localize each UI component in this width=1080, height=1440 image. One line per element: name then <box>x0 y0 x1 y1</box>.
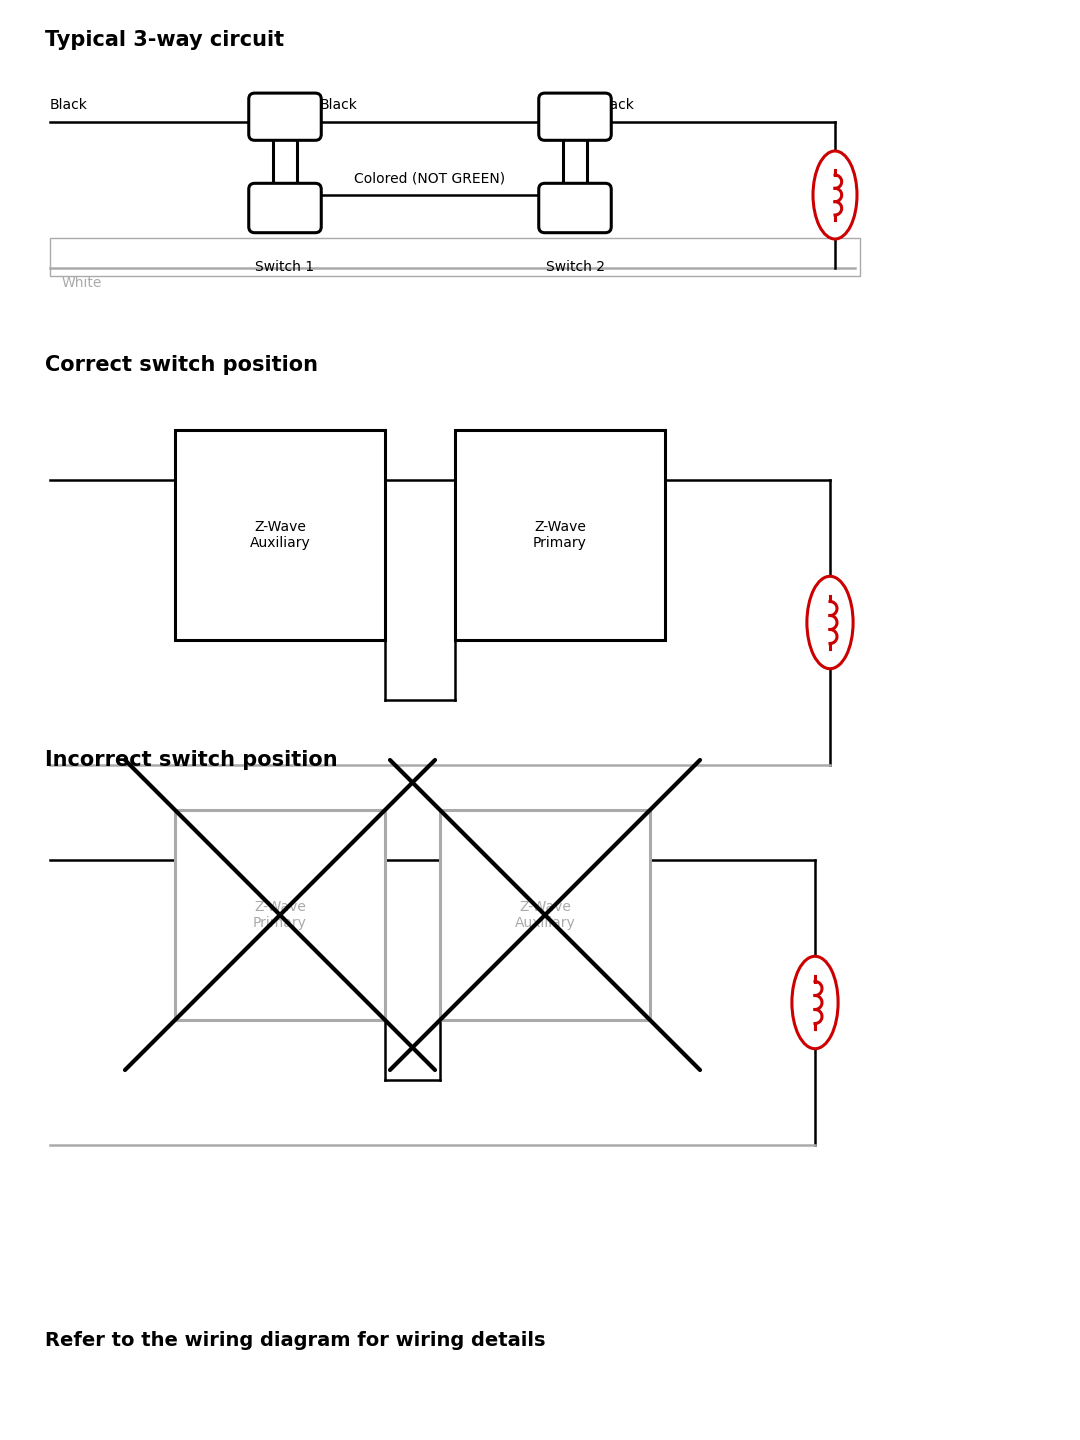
Bar <box>563 132 588 189</box>
Text: Z-Wave
Auxiliary: Z-Wave Auxiliary <box>249 520 310 550</box>
Text: Z-Wave
Primary: Z-Wave Primary <box>534 520 586 550</box>
Text: Black: Black <box>597 98 635 112</box>
FancyBboxPatch shape <box>248 94 321 140</box>
Ellipse shape <box>792 956 838 1048</box>
Text: White: White <box>62 276 103 289</box>
Text: Incorrect switch position: Incorrect switch position <box>45 750 338 770</box>
Text: Z-Wave
Auxiliary: Z-Wave Auxiliary <box>515 900 576 930</box>
Text: Switch 1: Switch 1 <box>256 261 314 274</box>
Bar <box>175 809 384 1020</box>
FancyBboxPatch shape <box>248 183 321 233</box>
Bar <box>440 809 650 1020</box>
Text: Z-Wave
Primary: Z-Wave Primary <box>253 900 307 930</box>
Text: Black: Black <box>320 98 357 112</box>
Text: Refer to the wiring diagram for wiring details: Refer to the wiring diagram for wiring d… <box>45 1331 545 1351</box>
FancyBboxPatch shape <box>539 183 611 233</box>
Text: Switch 2: Switch 2 <box>545 261 605 274</box>
Ellipse shape <box>813 151 858 239</box>
Text: Correct switch position: Correct switch position <box>45 356 318 374</box>
Bar <box>50 238 860 276</box>
Text: Typical 3-way circuit: Typical 3-way circuit <box>45 30 284 50</box>
Bar <box>455 431 665 639</box>
Text: Black: Black <box>50 98 87 112</box>
Text: Colored (NOT GREEN): Colored (NOT GREEN) <box>354 171 505 184</box>
Bar <box>273 132 297 189</box>
Ellipse shape <box>807 576 853 668</box>
FancyBboxPatch shape <box>539 94 611 140</box>
Bar <box>175 431 384 639</box>
